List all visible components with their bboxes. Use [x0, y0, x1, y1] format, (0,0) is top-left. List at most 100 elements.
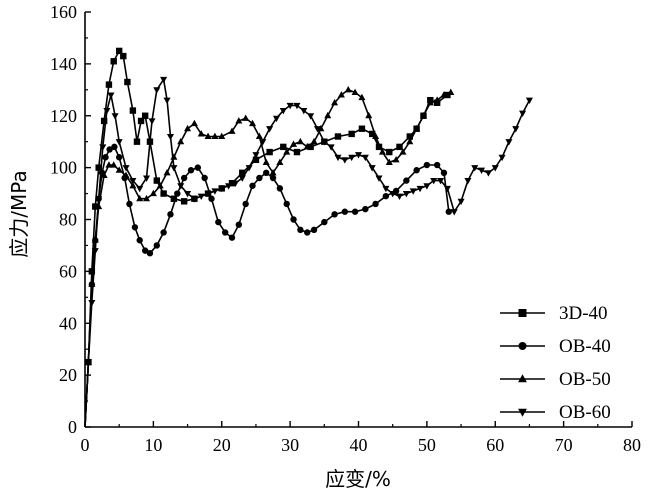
- data-point: [239, 169, 246, 177]
- data-point: [91, 248, 99, 255]
- data-point: [156, 181, 164, 189]
- data-point: [126, 200, 133, 208]
- data-point: [137, 117, 145, 125]
- data-point: [259, 139, 267, 146]
- x-tick-label: 0: [81, 435, 90, 455]
- data-point: [419, 111, 427, 119]
- data-point: [211, 188, 219, 195]
- y-tick-label: 60: [59, 261, 77, 281]
- data-point: [457, 198, 465, 206]
- data-point: [396, 143, 403, 151]
- data-point: [433, 161, 441, 169]
- data-point: [242, 114, 250, 121]
- data-point: [310, 137, 318, 145]
- data-point: [242, 200, 249, 208]
- data-point: [153, 242, 160, 249]
- legend-marker: [518, 408, 527, 417]
- data-point: [437, 178, 445, 185]
- data-point: [146, 250, 154, 257]
- data-point: [170, 195, 178, 202]
- data-point: [95, 164, 102, 171]
- data-point: [491, 165, 499, 172]
- data-point: [430, 178, 438, 185]
- data-point: [194, 164, 202, 171]
- data-point: [100, 171, 108, 178]
- data-point: [167, 211, 174, 218]
- data-point: [386, 148, 393, 156]
- data-point: [399, 148, 407, 155]
- data-point: [327, 144, 335, 151]
- data-point: [235, 221, 243, 228]
- data-point: [382, 185, 390, 193]
- data-point: [324, 111, 332, 119]
- y-axis-title: 应力/MPa: [7, 170, 31, 257]
- data-point: [321, 218, 328, 226]
- data-point: [279, 108, 287, 115]
- data-point: [269, 174, 277, 182]
- legend-item: OB-40: [500, 336, 611, 357]
- data-point: [372, 132, 380, 140]
- data-point: [88, 268, 96, 275]
- data-point: [111, 143, 118, 151]
- data-point: [297, 226, 304, 234]
- data-point: [215, 218, 222, 226]
- data-point: [403, 177, 410, 184]
- data-point: [136, 237, 143, 244]
- data-point: [372, 200, 379, 208]
- data-point: [249, 182, 256, 189]
- legend-marker: [518, 342, 527, 350]
- x-tick-label: 60: [486, 435, 504, 455]
- data-point: [111, 113, 119, 120]
- data-point: [163, 168, 171, 176]
- data-point: [351, 208, 359, 215]
- data-point: [283, 200, 290, 208]
- data-point: [163, 97, 171, 105]
- data-point: [106, 146, 113, 153]
- data-point: [197, 193, 205, 200]
- data-point: [166, 133, 174, 141]
- data-point: [392, 156, 400, 163]
- data-point: [361, 154, 369, 162]
- data-point: [256, 174, 263, 182]
- data-point: [141, 112, 149, 119]
- data-point: [406, 133, 413, 140]
- data-point: [266, 148, 273, 156]
- series-OB-60: [84, 76, 533, 428]
- data-point: [307, 113, 315, 120]
- data-point: [413, 124, 421, 132]
- data-point: [228, 127, 236, 134]
- legend-label: 3D-40: [559, 303, 608, 324]
- data-point: [368, 165, 376, 172]
- data-point: [160, 229, 167, 236]
- x-axis-title: 应变/%: [325, 467, 391, 491]
- data-point: [269, 168, 277, 176]
- data-point: [498, 154, 506, 162]
- data-point: [296, 137, 304, 145]
- x-tick-label: 10: [144, 435, 162, 455]
- data-point: [464, 178, 472, 185]
- data-point: [406, 137, 414, 145]
- data-point: [304, 229, 311, 236]
- data-point: [402, 191, 410, 198]
- data-point: [423, 183, 431, 190]
- data-point: [170, 153, 178, 160]
- series-OB-50: [84, 85, 455, 428]
- data-point: [389, 191, 397, 198]
- data-point: [440, 91, 448, 98]
- y-tick-label: 120: [50, 106, 77, 126]
- data-point: [245, 165, 253, 172]
- data-point: [378, 148, 386, 155]
- data-point: [136, 185, 144, 193]
- data-point: [184, 124, 192, 132]
- data-point: [105, 161, 113, 168]
- data-point: [341, 157, 349, 164]
- data-point: [519, 110, 527, 117]
- data-point: [148, 118, 156, 125]
- data-point: [110, 161, 118, 168]
- data-point: [368, 130, 376, 138]
- data-point: [512, 126, 520, 133]
- data-point: [334, 154, 342, 162]
- data-point: [197, 130, 205, 137]
- data-point: [218, 132, 226, 140]
